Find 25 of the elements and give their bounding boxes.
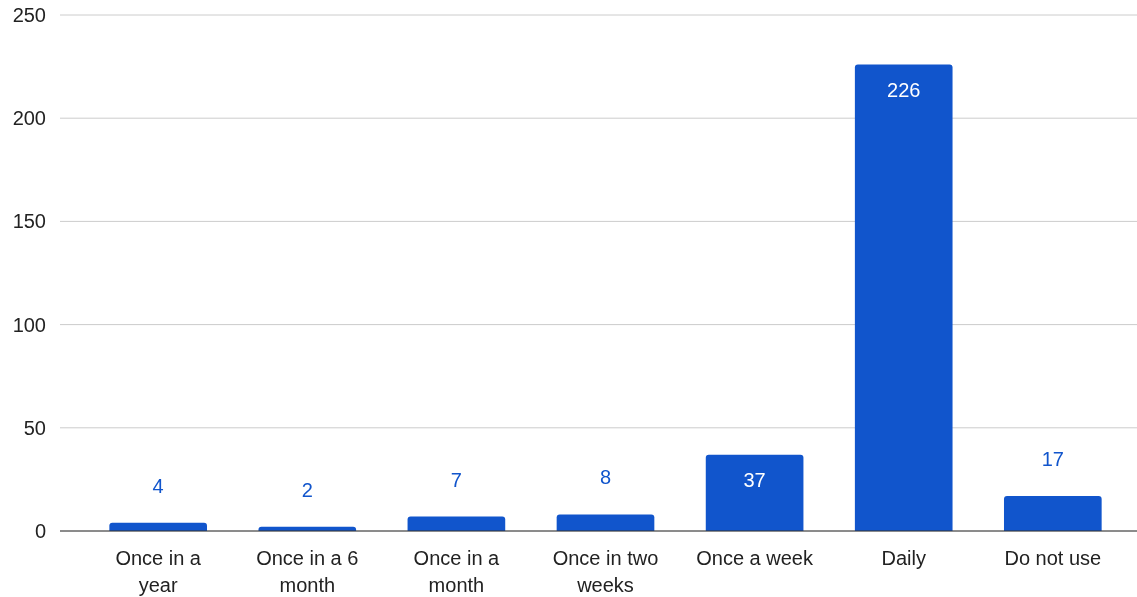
- x-tick-label: Once a week: [696, 547, 814, 569]
- bar: [705, 454, 804, 531]
- x-tick-label: Once in a year: [115, 547, 202, 596]
- data-label: 4: [152, 474, 164, 497]
- bar: [1003, 495, 1102, 531]
- bar: [854, 64, 953, 531]
- data-label: 8: [599, 466, 612, 489]
- bar: [556, 514, 655, 531]
- x-tick-label: Do not use: [1004, 547, 1102, 569]
- y-tick-label: 150: [12, 210, 46, 233]
- data-label: 7: [450, 468, 462, 491]
- y-tick-label: 250: [12, 4, 46, 26]
- y-tick-label: 200: [12, 107, 46, 130]
- x-tick-label: Once in a 6 month: [256, 547, 359, 596]
- y-tick-label: 100: [12, 313, 46, 336]
- x-tick-label: Once in a month: [413, 547, 501, 596]
- x-tick-label: Once in two weeks: [552, 547, 659, 596]
- data-label: 2: [301, 478, 313, 501]
- data-label: 37: [743, 468, 766, 491]
- bar: [407, 516, 506, 531]
- y-tick-label: 0: [34, 520, 46, 542]
- data-label: 226: [887, 78, 921, 101]
- x-tick-label: Daily: [881, 547, 926, 569]
- data-label: 17: [1041, 447, 1064, 470]
- y-tick-label: 50: [23, 416, 46, 439]
